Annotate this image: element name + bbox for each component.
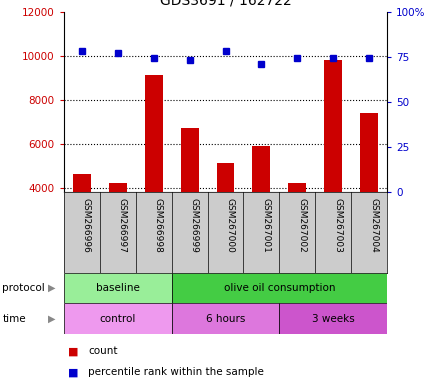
Text: ■: ■ [68, 367, 79, 377]
Text: ▶: ▶ [48, 314, 55, 324]
Text: GSM267003: GSM267003 [334, 199, 342, 253]
Bar [64, 303, 172, 334]
Text: olive oil consumption: olive oil consumption [224, 283, 335, 293]
Text: GSM267000: GSM267000 [226, 199, 235, 253]
Bar [216, 163, 235, 276]
Bar [253, 146, 271, 276]
Bar [172, 303, 279, 334]
Title: GDS3691 / 162722: GDS3691 / 162722 [160, 0, 291, 8]
Bar [360, 113, 378, 276]
Text: GSM267004: GSM267004 [369, 199, 378, 253]
Text: GSM267001: GSM267001 [261, 199, 271, 253]
Text: time: time [2, 314, 26, 324]
Text: count: count [88, 346, 117, 356]
Text: baseline: baseline [96, 283, 139, 293]
Text: GSM267002: GSM267002 [297, 199, 306, 253]
Text: protocol: protocol [2, 283, 45, 293]
Bar [279, 303, 387, 334]
Bar [288, 183, 306, 276]
Text: ■: ■ [68, 346, 79, 356]
Text: GSM266997: GSM266997 [118, 199, 127, 253]
Bar [73, 174, 91, 276]
Bar [64, 273, 172, 303]
Text: GSM266998: GSM266998 [154, 199, 163, 253]
Bar [145, 75, 163, 276]
Bar [324, 60, 342, 276]
Text: 3 weeks: 3 weeks [312, 314, 355, 324]
Text: ▶: ▶ [48, 283, 55, 293]
Text: percentile rank within the sample: percentile rank within the sample [88, 367, 264, 377]
Bar [172, 273, 387, 303]
Bar [180, 128, 198, 276]
Text: control: control [99, 314, 136, 324]
Text: GSM266996: GSM266996 [82, 199, 91, 253]
Bar [109, 183, 127, 276]
Text: GSM266999: GSM266999 [190, 199, 198, 253]
Text: 6 hours: 6 hours [206, 314, 245, 324]
